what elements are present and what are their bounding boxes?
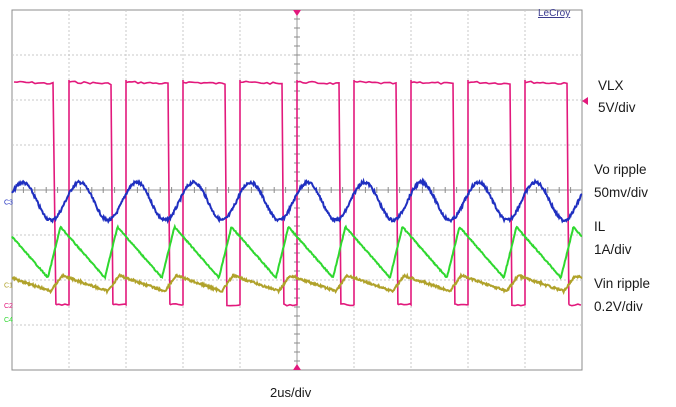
series-label-vo-ripple: Vo ripple [594,162,647,177]
series-label-vlx: VLX [598,78,624,93]
trigger-level-marker [582,97,588,105]
series-label-vin-ripple: Vin ripple [594,276,651,291]
trigger-position-marker-top [293,10,301,16]
series-scale-vo-ripple: 50mv/div [594,185,649,200]
series-scale-il: 1A/div [594,242,632,257]
brand-logo-text: LeCroy [538,8,571,19]
timebase-label: 2us/div [270,385,312,400]
channel-marker-c3: C3 [4,199,13,206]
series-label-il: IL [594,219,606,234]
trace-il [11,223,583,281]
trace-vo-ripple [11,177,583,225]
channel-marker-c1: C1 [4,283,13,290]
channel-marker-c2: C2 [4,303,13,310]
channel-marker-c4: C4 [4,317,13,324]
series-scale-vlx: 5V/div [598,100,636,115]
series-scale-vin-ripple: 0.2V/div [594,299,643,314]
trace-vin-ripple [11,272,583,296]
trace-vlx [13,80,582,307]
trigger-position-marker-bottom [293,364,301,370]
